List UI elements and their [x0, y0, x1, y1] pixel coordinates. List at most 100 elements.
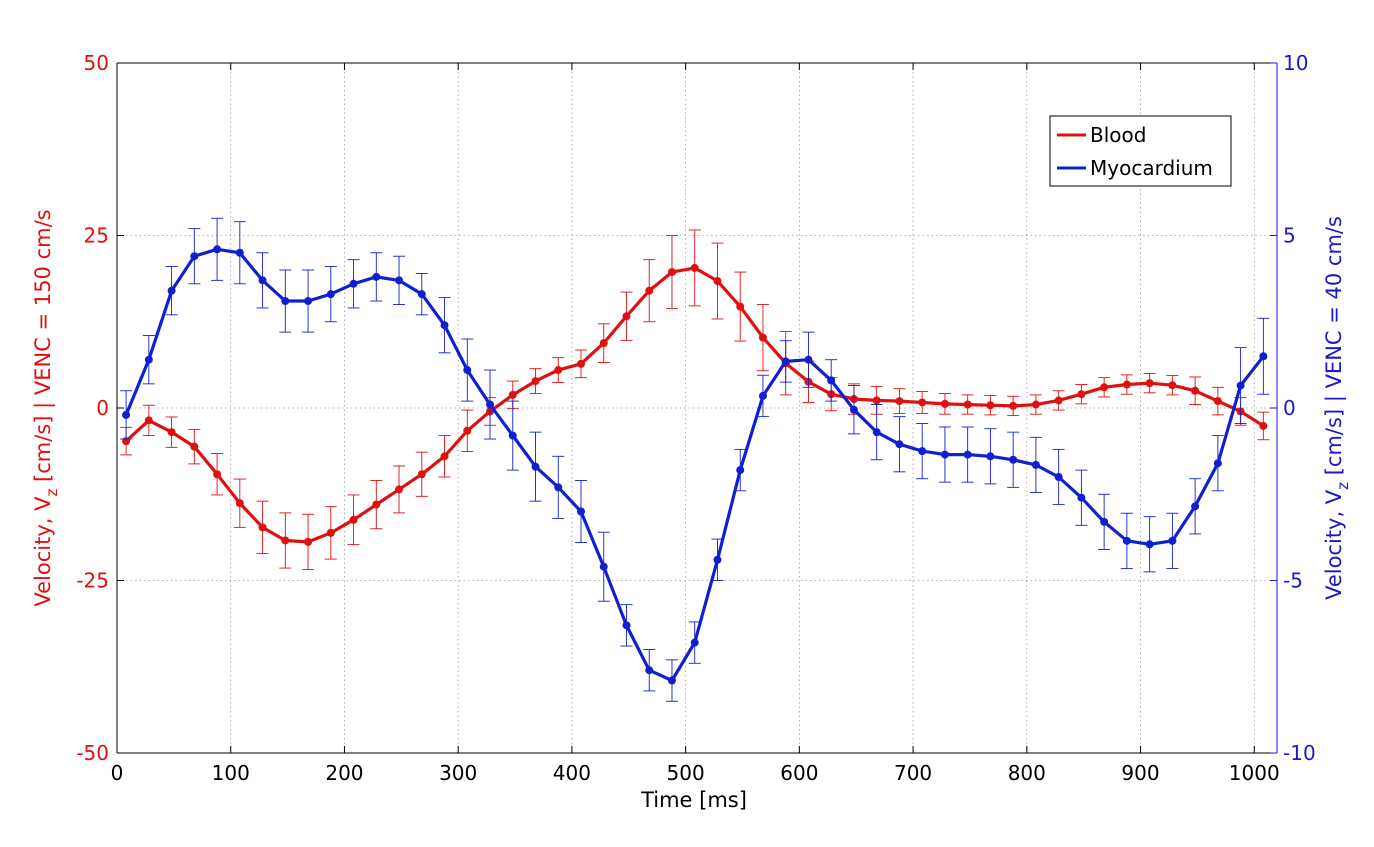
myocardium-point: [304, 297, 313, 306]
y-right-tick-label: 10: [1283, 51, 1308, 75]
blood-point: [531, 377, 540, 386]
legend-myocardium-label: Myocardium: [1090, 156, 1213, 180]
y-left-tick-label: -25: [76, 569, 109, 593]
myocardium-point: [190, 252, 199, 261]
blood-point: [190, 442, 199, 451]
blood-point: [326, 528, 335, 537]
myocardium-point: [326, 290, 335, 299]
x-tick-label: 300: [439, 761, 477, 785]
myocardium-point: [667, 676, 676, 685]
myocardium-point: [918, 447, 927, 456]
y-left-tick-label: 0: [96, 396, 109, 420]
blood-point: [1145, 379, 1154, 388]
blood-point: [622, 312, 631, 321]
myocardium-point: [1077, 493, 1086, 502]
myocardium-point: [690, 638, 699, 647]
left-axis-label-sub: z: [43, 489, 61, 497]
blood-point: [144, 416, 153, 425]
myocardium-point: [463, 366, 472, 375]
myocardium-point: [1054, 473, 1063, 481]
x-tick-label: 1000: [1229, 761, 1280, 785]
myocardium-point: [258, 276, 267, 285]
x-axis-label: Time [ms]: [640, 788, 747, 812]
myocardium-point: [1259, 352, 1268, 361]
myocardium-point: [486, 400, 495, 409]
y-right-tick-label: -10: [1283, 741, 1316, 765]
myocardium-point: [713, 555, 722, 564]
series-layer: [120, 217, 1270, 702]
myocardium-point: [372, 272, 381, 281]
myocardium-point: [1122, 536, 1131, 545]
myocardium-point: [963, 450, 972, 459]
x-tick-label: 200: [325, 761, 363, 785]
myocardium-point: [213, 245, 222, 254]
myocardium-point: [167, 286, 176, 295]
myocardium-point: [395, 276, 404, 285]
y-left-tick-label: 25: [84, 224, 109, 248]
myocardium-point: [235, 248, 244, 257]
myocardium-point: [440, 321, 449, 330]
blood-point: [167, 428, 176, 437]
myocardium-point: [144, 355, 153, 364]
blood-point: [713, 277, 722, 286]
myocardium-point: [645, 666, 654, 675]
x-tick-label: 900: [1121, 761, 1159, 785]
myocardium-point: [1191, 502, 1200, 511]
x-tick-label: 100: [212, 761, 250, 785]
right-axis-label: Velocity, Vz [cm/s] | VENC = 40 cm/s: [1322, 216, 1352, 600]
myocardium-point: [895, 440, 904, 449]
left-axis-label-rest: [cm/s] | VENC = 150 cm/s: [31, 209, 56, 488]
y-right-tick-label: -5: [1283, 569, 1303, 593]
right-axis-label-rest: [cm/s] | VENC = 40 cm/s: [1322, 216, 1347, 482]
myocardium-point: [417, 290, 426, 299]
myocardium-point: [872, 428, 881, 437]
blood-series: [120, 229, 1270, 570]
right-axis-label-main: Velocity, V: [1322, 489, 1346, 600]
myocardium-point: [577, 507, 585, 516]
myocardium-point: [508, 431, 517, 440]
blood-point: [1191, 386, 1200, 395]
blood-point: [1168, 381, 1177, 390]
legend: Blood Myocardium: [1049, 115, 1232, 187]
myocardium-point: [1009, 455, 1018, 464]
blood-point: [963, 400, 972, 409]
x-tick-label: 600: [780, 761, 818, 785]
blood-point: [304, 537, 313, 546]
myocardium-point: [1236, 381, 1245, 390]
blood-point: [1122, 380, 1131, 389]
blood-point: [349, 515, 358, 524]
myocardium-point: [827, 376, 836, 385]
myocardium-point: [804, 355, 813, 364]
left-axis-label: Velocity, Vz [cm/s] | VENC = 150 cm/s: [31, 209, 61, 606]
myocardium-point: [599, 562, 608, 571]
x-tick-label: 500: [667, 761, 705, 785]
x-tick-label: 0: [111, 761, 124, 785]
myocardium-point: [986, 452, 995, 461]
myocardium-point: [281, 297, 290, 306]
blood-point: [1259, 421, 1268, 430]
myocardium-point: [622, 621, 631, 630]
blood-point: [508, 390, 517, 399]
legend-blood-label: Blood: [1090, 123, 1146, 147]
blood-point: [372, 500, 381, 509]
blood-point: [599, 339, 608, 348]
blood-point: [736, 302, 745, 311]
myocardium-point: [554, 483, 563, 492]
blood-point: [1100, 383, 1109, 392]
blood-point: [213, 470, 222, 479]
blood-point: [463, 426, 472, 435]
blood-point: [690, 263, 699, 272]
x-tick-label: 700: [894, 761, 932, 785]
blood-point: [554, 366, 563, 375]
myocardium-point: [781, 357, 790, 366]
blood-point: [918, 398, 927, 407]
blood-point: [645, 286, 654, 295]
axes: [116, 62, 1278, 754]
blood-point: [1213, 397, 1222, 406]
y-right-tick-label: 5: [1283, 224, 1296, 248]
tick-labels: 0 100 200 300 400 500 600 700 800 900 1000-50-2502…: [76, 51, 1315, 785]
myocardium-point: [940, 450, 949, 459]
blood-point: [895, 397, 904, 406]
myocardium-point: [1100, 517, 1109, 526]
blood-point: [758, 333, 767, 342]
